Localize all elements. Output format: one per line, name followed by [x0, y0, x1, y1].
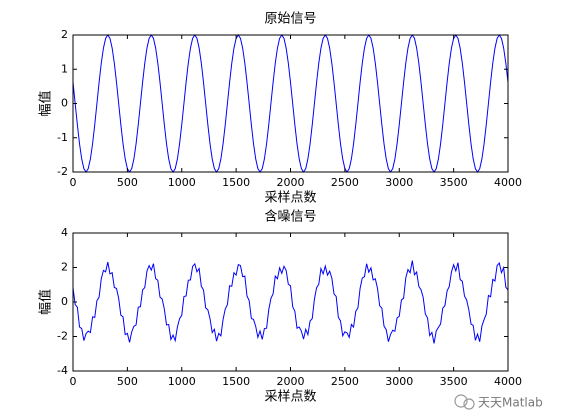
plot-area [73, 35, 508, 172]
y-tick-label: 0 [61, 97, 68, 110]
x-tick-label: 2500 [331, 375, 359, 388]
x-tick-label: 500 [117, 176, 138, 189]
watermark: 天天Matlab [478, 396, 543, 410]
x-tick-label: 3000 [385, 176, 413, 189]
plot-area [73, 233, 508, 371]
x-tick-label: 0 [70, 375, 77, 388]
x-axis-label: 采样点数 [264, 390, 316, 405]
y-tick-label: 0 [61, 295, 68, 308]
chart-title: 含噪信号 [264, 209, 316, 225]
y-tick-label: -1 [57, 131, 68, 144]
x-tick-label: 4000 [494, 176, 522, 189]
chart-title: 原始信号 [264, 12, 316, 27]
signal-line [72, 260, 509, 344]
x-tick-label: 0 [70, 176, 77, 189]
x-tick-label: 4000 [494, 375, 522, 388]
x-tick-label: 2000 [277, 375, 305, 388]
y-tick-label: -2 [57, 165, 68, 178]
y-tick-label: 2 [61, 261, 68, 274]
y-tick-label: 2 [61, 28, 68, 41]
x-tick-label: 1000 [168, 176, 196, 189]
y-tick-label: -2 [57, 330, 68, 343]
watermark-icon [454, 394, 475, 410]
x-tick-label: 1500 [222, 375, 250, 388]
x-tick-label: 1000 [168, 375, 196, 388]
x-tick-label: 500 [117, 375, 138, 388]
x-tick-label: 3500 [440, 375, 468, 388]
x-tick-label: 2500 [331, 176, 359, 189]
y-tick-label: -4 [57, 364, 68, 377]
x-axis-label: 采样点数 [264, 191, 316, 206]
x-tick-label: 3500 [440, 176, 468, 189]
y-tick-label: 1 [61, 62, 68, 75]
x-tick-label: 2000 [277, 176, 305, 189]
signal-line [72, 34, 509, 173]
y-axis-label: 幅值 [38, 90, 54, 116]
y-tick-label: 4 [61, 226, 68, 239]
y-axis-label: 幅值 [38, 289, 54, 315]
x-tick-label: 3000 [385, 375, 413, 388]
x-tick-label: 1500 [222, 176, 250, 189]
